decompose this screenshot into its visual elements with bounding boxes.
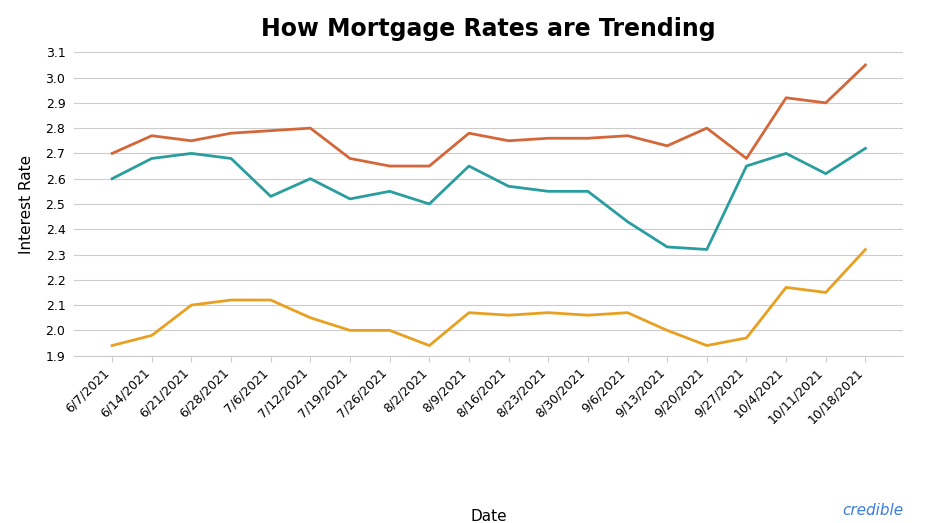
15-year-fixed [860, 246, 871, 253]
15-year-fixed [146, 332, 157, 338]
20-year-fixed [225, 155, 236, 162]
Y-axis label: Interest Rate: Interest Rate [20, 154, 34, 254]
15-year-fixed [582, 312, 593, 319]
15-year-fixed [464, 310, 475, 316]
20-year-fixed [304, 176, 316, 182]
20-year-fixed [582, 188, 593, 195]
15-year-fixed [186, 302, 197, 308]
Line: 15-year-fixed: 15-year-fixed [112, 249, 866, 346]
20-year-fixed [424, 201, 435, 207]
20-year-fixed [662, 244, 673, 250]
20-year-fixed [780, 150, 791, 156]
30-year fixed [385, 163, 396, 169]
30-year fixed [503, 138, 514, 144]
20-year-fixed [344, 196, 356, 202]
15-year-fixed [780, 285, 791, 291]
15-year-fixed [662, 327, 673, 334]
30-year fixed [741, 155, 752, 162]
20-year-fixed [146, 155, 157, 162]
30-year fixed [820, 100, 831, 106]
30-year fixed [265, 128, 277, 134]
20-year-fixed [860, 145, 871, 152]
20-year-fixed [741, 163, 752, 169]
15-year-fixed [543, 310, 554, 316]
30-year fixed [424, 163, 435, 169]
20-year-fixed [503, 183, 514, 189]
20-year-fixed [106, 176, 117, 182]
30-year fixed [304, 125, 316, 131]
20-year-fixed [622, 219, 633, 225]
Title: How Mortgage Rates are Trending: How Mortgage Rates are Trending [262, 17, 716, 41]
30-year fixed [106, 150, 117, 156]
X-axis label: Date: Date [470, 509, 507, 523]
20-year-fixed [543, 188, 554, 195]
20-year-fixed [701, 246, 712, 253]
30-year fixed [780, 95, 791, 101]
15-year-fixed [385, 327, 396, 334]
15-year-fixed [503, 312, 514, 319]
15-year-fixed [424, 343, 435, 349]
15-year-fixed [225, 297, 236, 303]
15-year-fixed [622, 310, 633, 316]
15-year-fixed [344, 327, 356, 334]
30-year fixed [186, 138, 197, 144]
30-year fixed [344, 155, 356, 162]
30-year fixed [543, 135, 554, 141]
20-year-fixed [265, 193, 277, 199]
20-year-fixed [464, 163, 475, 169]
30-year fixed [662, 143, 673, 149]
30-year fixed [464, 130, 475, 137]
15-year-fixed [304, 314, 316, 321]
15-year-fixed [265, 297, 277, 303]
Line: 20-year-fixed: 20-year-fixed [112, 149, 866, 249]
20-year-fixed [186, 150, 197, 156]
15-year-fixed [820, 289, 831, 295]
Line: 30-year fixed: 30-year fixed [112, 65, 866, 166]
15-year-fixed [741, 335, 752, 341]
Text: credible: credible [842, 503, 903, 518]
30-year fixed [225, 130, 236, 137]
20-year-fixed [820, 170, 831, 177]
30-year fixed [701, 125, 712, 131]
30-year fixed [582, 135, 593, 141]
15-year-fixed [106, 343, 117, 349]
30-year fixed [146, 132, 157, 139]
30-year fixed [622, 132, 633, 139]
15-year-fixed [701, 343, 712, 349]
20-year-fixed [385, 188, 396, 195]
30-year fixed [860, 62, 871, 68]
